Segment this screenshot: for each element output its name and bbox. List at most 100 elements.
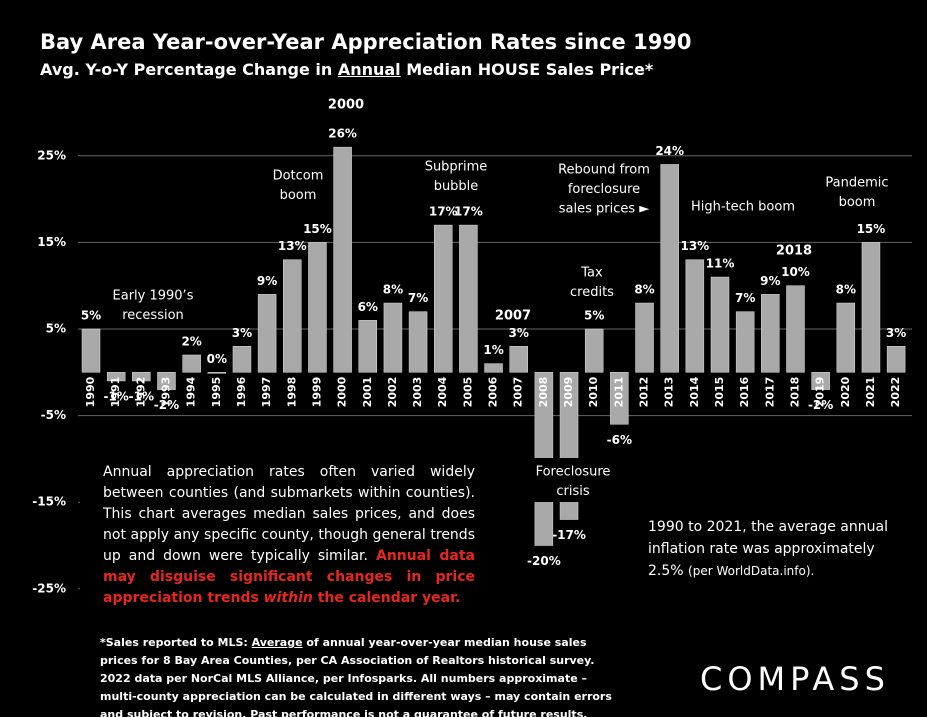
bar [509,346,528,373]
value-label: 15% [303,222,332,236]
bar [635,302,654,373]
value-label: -20% [527,554,561,568]
annotation: Early 1990’s [113,289,194,304]
x-tick-label: 1998 [285,377,298,408]
annotation: Foreclosure [536,465,611,480]
bar [786,285,805,373]
subtitle-text: Annual [337,60,401,79]
x-tick-label: 2010 [587,376,600,407]
x-tick-label: 1997 [260,377,273,408]
x-tick-label: 2003 [411,377,424,408]
x-tick-label: 2017 [763,377,776,408]
y-tick-label: -5% [41,408,66,422]
bar [283,259,302,373]
annotation: 2000 [328,98,364,113]
bar [81,328,101,373]
annotation: Pandemic [825,176,888,191]
annotation: boom [280,188,317,203]
inflation-text: 1990 to 2021, the average annual inflati… [648,519,888,579]
bar [106,372,126,382]
x-tick-label: 2009 [562,377,575,408]
value-label: -1% [129,389,154,403]
value-label: 7% [408,291,428,305]
value-label: 9% [760,274,780,288]
x-tick-label: 2013 [663,377,676,408]
value-label: 24% [655,144,684,158]
annotation: 2007 [495,309,531,324]
x-tick-label: 1993 [159,377,172,408]
annotation: boom [839,195,876,210]
value-label: 26% [328,127,357,141]
annotation: Rebound from [558,163,650,178]
value-label: 1% [483,343,503,357]
bar [207,372,227,374]
bar [358,320,378,373]
value-label: 2% [181,334,201,348]
x-tick-label: 1996 [235,376,248,407]
value-label: 8% [634,283,654,297]
value-label: 3% [232,326,252,340]
bar [584,328,604,373]
y-tick-label: -15% [32,495,66,509]
subtitle-text: Avg. Y-o-Y Percentage Change in [40,60,338,79]
bar [685,259,705,373]
bar [433,224,453,373]
annotation: Dotcom [273,169,324,184]
note-highlight: the calendar year. [312,590,461,606]
subtitle-text: Median HOUSE Sales Price* [400,60,654,79]
note: Annual appreciation rates often varied w… [103,462,475,609]
value-label: -2% [154,398,179,412]
x-tick-label: 1990 [84,376,97,407]
bar [308,242,327,373]
note-highlight: within [263,590,313,606]
x-tick-label: 2021 [864,377,877,408]
annotation: sales prices ► [559,202,650,217]
x-tick-label: 2005 [461,377,474,408]
value-label: 6% [358,300,378,314]
bar [232,346,252,373]
footnote-text: Average [251,636,303,649]
x-tick-label: 1991 [109,377,122,408]
annotation: crisis [556,484,589,499]
bar [459,224,478,373]
footnote-text: of annual year-over-year median house sa… [100,636,612,717]
value-label: 5% [81,309,101,323]
bar [710,276,730,373]
x-tick-label: 2006 [487,376,500,407]
value-label: -6% [607,433,632,447]
bar [735,311,755,373]
value-label: 15% [857,222,886,236]
value-label: 0% [207,352,227,366]
annotation: Tax [580,266,603,281]
value-label: 3% [509,326,529,340]
footnote: *Sales reported to MLS: Average of annua… [100,634,620,717]
value-label: 3% [886,326,906,340]
value-label: 11% [706,257,735,271]
bar [182,354,201,373]
annotation-backdrop [527,458,619,502]
bar [383,302,403,373]
annotation: bubble [434,179,479,194]
footnote-text: *Sales reported to MLS: [100,636,252,649]
x-tick-label: 2002 [386,377,399,408]
bar [157,372,176,390]
inflation-source: (per WorldData.info). [688,564,815,578]
bar [660,164,679,373]
annotation: Subprime [425,160,488,175]
bar [257,294,277,373]
x-tick-label: 2015 [713,377,726,408]
x-tick-label: 1995 [210,377,223,408]
annotation: High-tech boom [691,200,795,215]
annotation: credits [570,285,614,300]
x-tick-label: 2004 [436,376,449,407]
x-tick-label: 2014 [688,376,701,407]
value-label: -1% [103,389,128,403]
chart-title: Bay Area Year-over-Year Appreciation Rat… [40,30,692,54]
y-tick-label: 25% [37,148,66,162]
x-tick-label: 1992 [134,377,147,408]
annotation: 2018 [776,244,812,259]
value-label: 17% [454,205,483,219]
x-tick-label: 2016 [738,376,751,407]
